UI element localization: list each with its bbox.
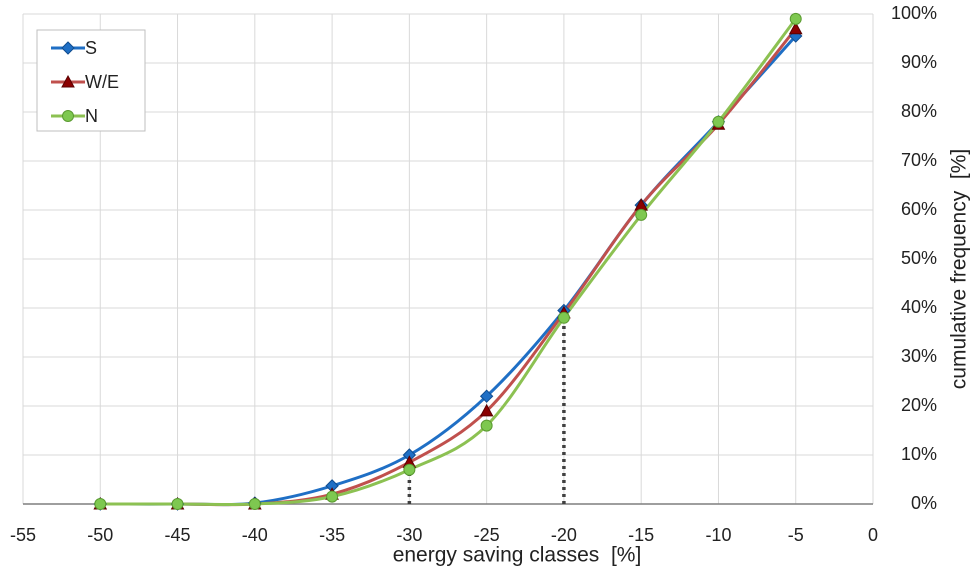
legend-label: S bbox=[85, 38, 97, 58]
legend-marker bbox=[62, 110, 74, 122]
x-tick-label: -5 bbox=[788, 525, 804, 545]
x-tick-label: -40 bbox=[242, 525, 268, 545]
x-tick-label: -50 bbox=[87, 525, 113, 545]
x-tick-label: -35 bbox=[319, 525, 345, 545]
data-point bbox=[635, 208, 648, 221]
x-tick-label: -55 bbox=[10, 525, 36, 545]
y-tick-label: 10% bbox=[901, 444, 937, 464]
y-tick-label: 80% bbox=[901, 101, 937, 121]
y-tick-label: 20% bbox=[901, 395, 937, 415]
data-point bbox=[326, 490, 339, 503]
legend-label: W/E bbox=[85, 72, 119, 92]
data-point bbox=[479, 389, 494, 403]
data-point bbox=[557, 311, 570, 324]
x-tick-label: -25 bbox=[474, 525, 500, 545]
series-line bbox=[100, 35, 797, 507]
data-point bbox=[479, 403, 494, 417]
x-tick-label: -15 bbox=[628, 525, 654, 545]
x-tick-label: -20 bbox=[551, 525, 577, 545]
data-point bbox=[94, 498, 107, 510]
legend: S W/E N bbox=[36, 29, 146, 132]
data-point bbox=[171, 498, 184, 510]
data-point bbox=[712, 115, 725, 128]
x-tick-label: -30 bbox=[396, 525, 422, 545]
y-axis-title: cumulative frequency [%] bbox=[948, 149, 971, 389]
y-tick-label: 40% bbox=[901, 297, 937, 317]
x-tick-label: -10 bbox=[705, 525, 731, 545]
data-point bbox=[789, 12, 802, 25]
data-point bbox=[403, 463, 416, 476]
legend-marker bbox=[61, 74, 75, 88]
y-tick-label: 90% bbox=[901, 52, 937, 72]
legend-label: N bbox=[85, 106, 98, 126]
x-tick-label: 0 bbox=[868, 525, 878, 545]
data-point bbox=[248, 498, 261, 510]
y-tick-label: 30% bbox=[901, 346, 937, 366]
y-tick-label: 100% bbox=[891, 3, 937, 23]
y-tick-label: 60% bbox=[901, 199, 937, 219]
y-tick-label: 70% bbox=[901, 150, 937, 170]
x-tick-label: -45 bbox=[165, 525, 191, 545]
series-line bbox=[100, 17, 797, 507]
y-tick-label: 0% bbox=[911, 493, 937, 513]
legend-marker bbox=[61, 41, 75, 55]
x-axis-title: energy saving classes [%] bbox=[393, 544, 642, 567]
data-point bbox=[480, 419, 493, 432]
series-line bbox=[100, 27, 797, 507]
y-tick-label: 50% bbox=[901, 248, 937, 268]
data-point bbox=[788, 21, 803, 35]
